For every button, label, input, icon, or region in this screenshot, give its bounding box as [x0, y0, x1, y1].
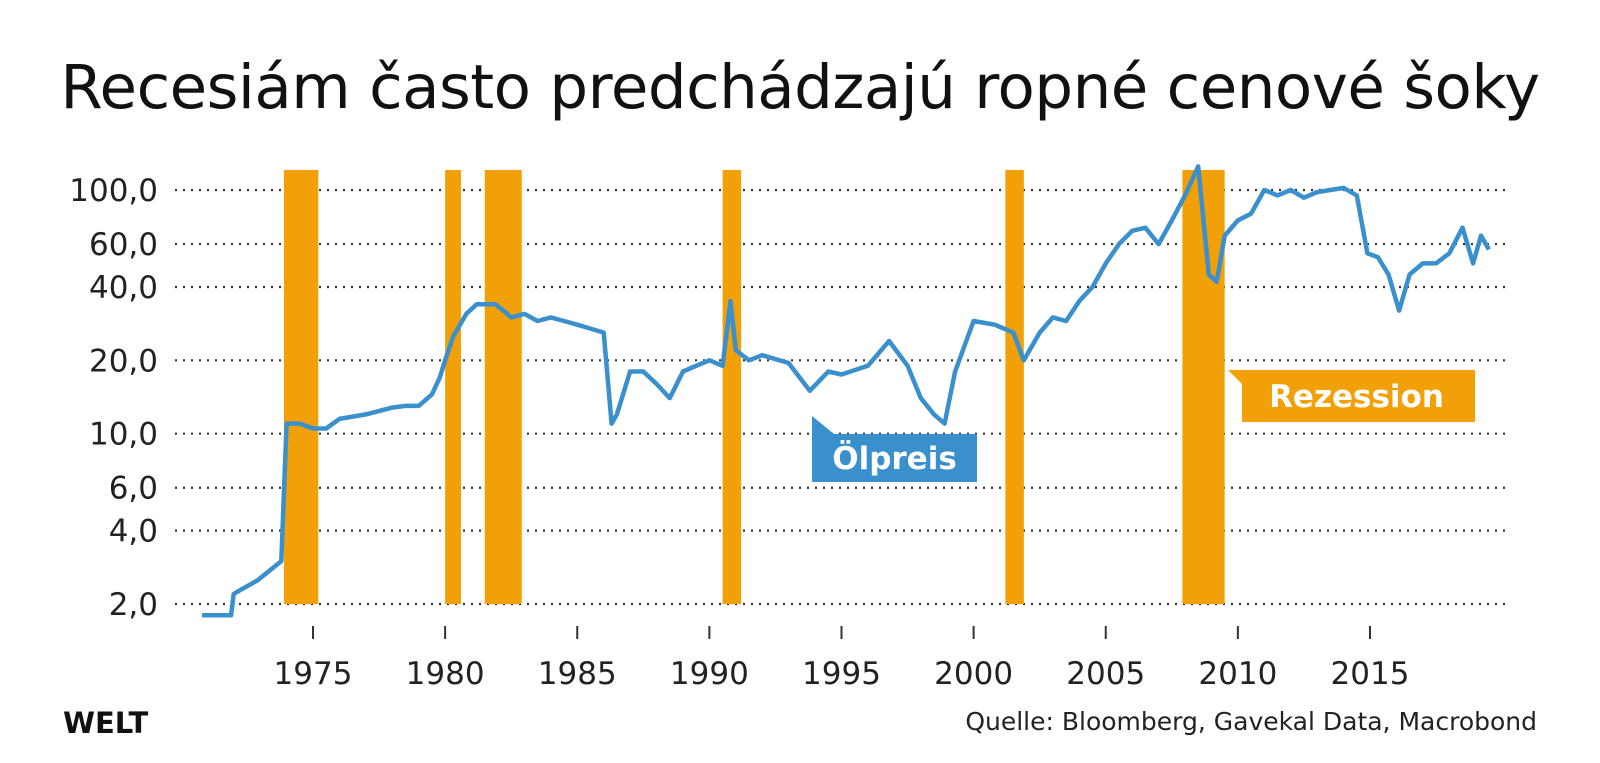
rezession-label-box — [1228, 370, 1475, 422]
y-tick-label: 4,0 — [109, 514, 158, 550]
x-tick-label: 2005 — [1066, 656, 1145, 692]
x-tick-label: 1975 — [274, 656, 353, 692]
rezession-label: Rezession — [1269, 379, 1444, 415]
x-tick-label: 2010 — [1198, 656, 1277, 692]
recession-bar — [722, 170, 742, 604]
annotations: Ölpreis Rezession — [812, 370, 1475, 482]
oil-price-line — [202, 164, 1491, 618]
y-axis-ticks: 2,0 4,0 6,0 10,0 20,0 40,0 60,0 100,0 — [69, 173, 158, 623]
recession-bar — [484, 170, 522, 604]
welt-logo: WELT — [63, 706, 149, 740]
oelpreis-label-box — [812, 416, 977, 482]
y-tick-label: 20,0 — [89, 343, 158, 379]
y-tick-label: 10,0 — [89, 417, 158, 453]
x-tick-label: 2000 — [934, 656, 1013, 692]
x-tick-label: 1985 — [538, 656, 617, 692]
recession-bar — [1005, 170, 1024, 604]
x-tick-label: 2015 — [1331, 656, 1410, 692]
oil-price-series — [202, 164, 1491, 618]
gridlines — [175, 188, 1505, 606]
y-tick-label: 40,0 — [89, 270, 158, 306]
y-tick-label: 2,0 — [109, 587, 158, 623]
source-note: Quelle: Bloomberg, Gavekal Data, Macrobo… — [965, 707, 1537, 736]
y-tick-label: 6,0 — [109, 471, 158, 507]
y-tick-label: 100,0 — [69, 173, 158, 209]
x-tick-label: 1990 — [670, 656, 749, 692]
x-tick-label: 1995 — [802, 656, 881, 692]
y-tick-label: 60,0 — [89, 227, 158, 263]
recession-bar — [283, 170, 319, 604]
x-axis-ticks: 1975 1980 1985 1990 1995 2000 2005 2010 2015 — [274, 626, 1410, 692]
recession-bars — [283, 170, 1225, 604]
recession-bar — [445, 170, 461, 604]
x-tick-label: 1980 — [406, 656, 485, 692]
oelpreis-label: Ölpreis — [832, 440, 957, 477]
chart-title: Recesiám často predchádzajú ropné cenové… — [60, 52, 1540, 123]
